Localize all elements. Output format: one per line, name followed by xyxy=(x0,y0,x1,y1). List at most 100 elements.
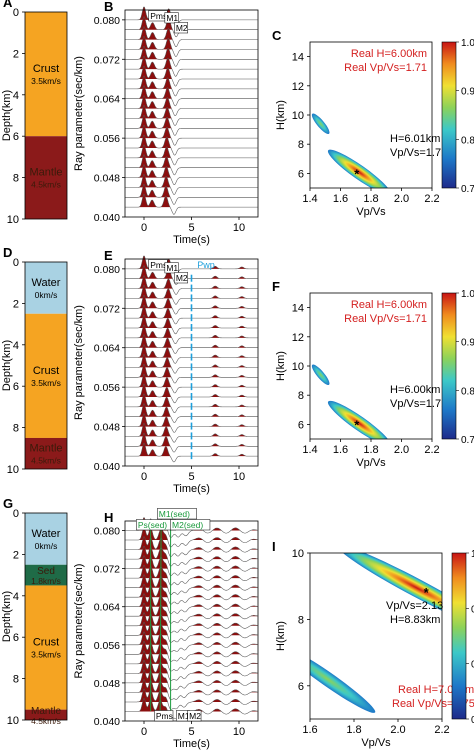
y-tick-label: 2 xyxy=(13,298,19,310)
trace xyxy=(125,602,258,624)
y-axis-label: H(km) xyxy=(275,621,287,651)
trace xyxy=(125,255,258,275)
trace xyxy=(125,45,258,67)
layer-name: Mantle xyxy=(29,167,62,179)
layer-mantle xyxy=(25,709,67,720)
x-tick-label: 0 xyxy=(141,726,147,738)
heatmap-area xyxy=(311,364,391,439)
layer-water xyxy=(25,513,67,565)
y-tick-label: 2 xyxy=(13,48,19,60)
estimate-h: H=6.00km xyxy=(390,384,440,396)
y-tick-label: 0.048 xyxy=(94,173,120,185)
y-tick-label: 0.056 xyxy=(94,382,120,394)
colorbar-tick-label: 0.9 xyxy=(461,87,474,98)
y-tick-label: 8 xyxy=(13,423,19,435)
y-tick-label: 0.064 xyxy=(94,94,120,106)
phase-label-box xyxy=(170,519,211,531)
x-tick-label: 1.8 xyxy=(346,724,361,736)
trace-positive-fill xyxy=(125,546,258,560)
phase-label: M2 xyxy=(189,711,201,721)
x-tick-label: 1.4 xyxy=(302,444,317,456)
trace xyxy=(125,688,258,710)
phase-label: M1(sed) xyxy=(159,509,190,519)
x-tick-label: 0 xyxy=(141,471,147,483)
y-tick-label: 14 xyxy=(292,303,304,315)
y-tick-label: 6 xyxy=(13,632,19,644)
layer-velocity: 3.5km/s xyxy=(31,378,61,388)
heatmap-area xyxy=(311,113,391,188)
real-vpvs: Real Vp/Vs=1.71 xyxy=(344,313,427,325)
trace xyxy=(125,660,258,682)
trace xyxy=(125,574,258,595)
x-tick-label: 2.0 xyxy=(394,444,409,456)
colorbar xyxy=(451,552,467,720)
panel-letter: G xyxy=(3,496,13,511)
panel-h: H 0 5 10 0.080 0.072 0.064 0.056 0.048 0.040 Time(… xyxy=(73,508,259,750)
trace xyxy=(125,650,258,672)
trace-positive-fill xyxy=(125,603,258,617)
layer-crust xyxy=(25,585,67,710)
y-axis-label: Depth(km) xyxy=(1,340,13,391)
phase-label: M1 xyxy=(178,711,190,721)
x-axis-label: Vp/Vs xyxy=(361,737,391,749)
y-tick-label: 0.080 xyxy=(94,15,120,27)
best-estimate-marker: * xyxy=(424,585,430,600)
trace xyxy=(125,95,258,116)
trace xyxy=(125,144,258,166)
trace xyxy=(125,545,258,567)
trace xyxy=(125,114,258,136)
secondary-peak xyxy=(310,645,376,713)
trace xyxy=(125,6,258,28)
phase-label-box xyxy=(174,22,189,34)
y-tick-label: 6 xyxy=(298,681,304,693)
pwp-label: Pwp xyxy=(197,260,215,270)
trace xyxy=(125,105,258,126)
trace-positive-fill xyxy=(125,688,258,702)
layer-velocity: 4.5km/s xyxy=(31,180,61,190)
trace xyxy=(125,193,258,215)
estimate-vpvs: Vp/Vs=1.71 xyxy=(390,147,447,159)
receiver-function-panels: B 0 5 10 0.080 0.072 0.064 0.056 0.048 0.040 Time(… xyxy=(73,0,259,750)
y-tick-label: 8 xyxy=(298,139,304,151)
trace-positive-fill xyxy=(125,631,258,645)
panel-letter: C xyxy=(272,28,282,43)
grid-search-panels: C * 1.4 1.6 1.8 2.0 2.2 14 12 10 8 6 Vp/Vs H(km) Real … xyxy=(272,28,474,749)
y-axis-label: H(km) xyxy=(275,351,287,381)
trace-positive-fill xyxy=(125,527,258,540)
trace xyxy=(125,640,258,662)
phase-label: M2 xyxy=(176,23,188,33)
colorbar-tick-label: 0.9 xyxy=(461,338,474,349)
panel-letter: B xyxy=(104,0,113,14)
y-tick-label: 6 xyxy=(298,168,304,180)
trace xyxy=(125,621,258,643)
best-estimate-marker: * xyxy=(354,166,360,181)
phase-label: Pms xyxy=(150,11,167,21)
phase-label-box xyxy=(154,710,174,722)
y-tick-label: 0.040 xyxy=(94,212,120,224)
y-tick-label: 0 xyxy=(13,257,19,269)
panel-letter: H xyxy=(104,510,113,525)
phase-label: Ps(sed) xyxy=(138,520,167,530)
x-tick-label: 2.0 xyxy=(394,193,409,205)
trace xyxy=(125,669,258,691)
colorbar xyxy=(441,292,457,440)
trace-positive-fill xyxy=(125,574,258,588)
y-tick-label: 8 xyxy=(298,390,304,402)
y-tick-label: 0.056 xyxy=(94,133,120,145)
trace xyxy=(125,75,258,97)
real-h: Real H=6.00km xyxy=(351,299,427,311)
estimate-h: H=6.01km xyxy=(390,133,440,145)
trace xyxy=(125,164,258,185)
x-tick-label: 2.2 xyxy=(424,193,439,205)
colorbar-tick-label: 0.7 xyxy=(471,715,474,726)
x-tick-label: 0 xyxy=(141,222,147,234)
layer-velocity: 4.5km/s xyxy=(31,716,61,726)
y-tick-label: 0 xyxy=(13,7,19,19)
best-estimate-marker: * xyxy=(354,417,360,432)
phase-label-box xyxy=(157,508,197,520)
panel-letter: I xyxy=(272,539,276,554)
trace-positive-fill xyxy=(125,679,258,693)
trace xyxy=(125,526,258,548)
layer-name: Mantle xyxy=(31,706,61,717)
